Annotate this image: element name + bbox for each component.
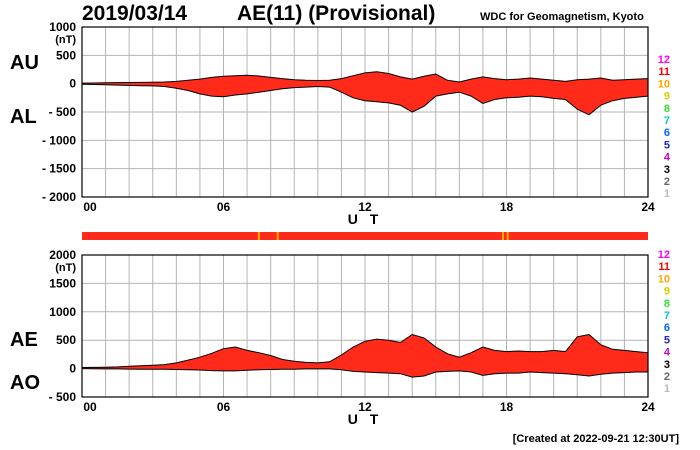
legend-item: 2: [664, 176, 670, 188]
x-axis-title: U T: [348, 411, 383, 427]
legend-item: 3: [664, 359, 670, 371]
legend-item: 10: [658, 78, 670, 90]
lower-series-label: AO: [10, 372, 40, 394]
legend-item: 5: [664, 139, 670, 151]
x-axis-title: U T: [348, 211, 383, 227]
legend-item: 9: [664, 91, 670, 103]
y-tick-label: 1000: [49, 20, 76, 34]
plot-frame: [81, 26, 649, 198]
status-bar-mark: [276, 232, 279, 240]
y-tick-label: 500: [56, 48, 76, 62]
legend-item: 12: [658, 54, 670, 66]
y-tick-label: 2000: [49, 248, 76, 262]
x-tick-label: 18: [500, 200, 514, 214]
upper-series-label: AE: [10, 329, 38, 351]
legend-item: 6: [664, 322, 670, 334]
x-tick-label: 24: [641, 400, 655, 414]
status-bar-mark: [501, 232, 504, 240]
upper-series-label: AU: [10, 52, 39, 74]
area-fill: [82, 334, 648, 378]
y-tick-label: - 2000: [42, 190, 76, 204]
status-bar: [82, 232, 648, 240]
legend-item: 7: [664, 310, 670, 322]
legend-item: 1: [664, 383, 670, 395]
legend-item: 4: [664, 347, 671, 359]
upper-series-line: [81, 71, 649, 84]
legend-item: 2: [664, 371, 670, 383]
legend-item: 1: [664, 188, 670, 200]
y-tick-label: 500: [56, 333, 76, 347]
legend-item: 8: [664, 298, 670, 310]
y-tick-label: 1000: [49, 305, 76, 319]
lower-series-label: AL: [10, 106, 37, 128]
area-fill: [82, 71, 648, 115]
y-tick-label: 0: [69, 362, 76, 376]
legend-item: 4: [664, 152, 671, 164]
x-tick-label: 00: [83, 400, 97, 414]
y-tick-label: 1500: [49, 276, 76, 290]
legend-item: 5: [664, 334, 670, 346]
x-tick-label: 00: [83, 200, 97, 214]
status-bar-mark: [506, 232, 509, 240]
legend-item: 8: [664, 103, 670, 115]
unit-label: (nT): [55, 262, 76, 274]
created-timestamp: [Created at 2022-09-21 12:30UT]: [512, 433, 679, 445]
upper-series-line: [81, 333, 649, 368]
legend-item: 11: [658, 66, 670, 78]
y-tick-label: - 1500: [42, 162, 76, 176]
x-tick-label: 06: [217, 400, 231, 414]
legend-item: 3: [664, 164, 670, 176]
x-tick-label: 12: [358, 200, 372, 214]
status-bar-mark: [257, 232, 260, 240]
unit-label: (nT): [55, 34, 76, 46]
legend-item: 9: [664, 286, 670, 298]
y-tick-label: 0: [69, 77, 76, 91]
date-label: 2019/03/14: [82, 2, 188, 25]
x-tick-label: 18: [500, 400, 514, 414]
legend-item: 10: [658, 273, 670, 285]
y-tick-label: - 1000: [42, 133, 76, 147]
legend-item: 7: [664, 115, 670, 127]
y-tick-label: - 500: [49, 105, 77, 119]
lower-series-line: [81, 368, 648, 378]
page-title: AE(11) (Provisional): [237, 2, 436, 25]
legend-item: 6: [664, 127, 670, 139]
organization-label: WDC for Geomagnetism, Kyoto: [480, 11, 644, 23]
x-tick-label: 24: [641, 200, 655, 214]
legend-item: 12: [658, 249, 670, 261]
x-tick-label: 12: [358, 400, 372, 414]
plot-frame: [81, 254, 649, 398]
legend-item: 11: [658, 261, 670, 273]
lower-series-line: [81, 83, 649, 116]
x-tick-label: 06: [217, 200, 231, 214]
y-tick-label: - 500: [49, 390, 77, 404]
